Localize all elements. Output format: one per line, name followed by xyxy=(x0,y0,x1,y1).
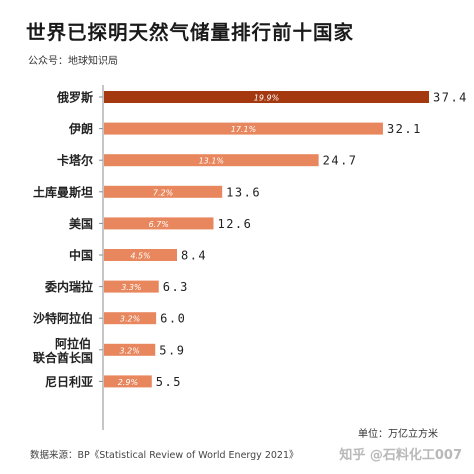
bar xyxy=(104,249,177,261)
value-label: 6.3 xyxy=(163,280,189,294)
value-label: 24.7 xyxy=(323,154,358,168)
share-label: 13.1% xyxy=(199,157,224,166)
source-note: 数据来源：BP《Statistical Review of World Ener… xyxy=(30,450,299,461)
category-label: 委内瑞拉 xyxy=(44,279,93,294)
share-label: 3.2% xyxy=(119,346,139,355)
category-label: 土库曼斯坦 xyxy=(33,184,93,199)
value-label: 5.9 xyxy=(159,343,185,357)
share-label: 4.5% xyxy=(130,252,150,261)
share-label: 19.9% xyxy=(254,94,279,103)
value-label: 8.4 xyxy=(181,249,207,263)
bar xyxy=(104,280,159,293)
bar xyxy=(104,217,214,230)
value-label: 5.5 xyxy=(156,375,182,389)
bar xyxy=(104,122,383,135)
bar xyxy=(104,375,152,388)
share-label: 3.3% xyxy=(121,283,141,292)
category-label: 美国 xyxy=(69,216,93,231)
value-label: 37.4 xyxy=(433,91,468,105)
value-label: 12.6 xyxy=(217,217,252,231)
bar xyxy=(104,185,223,198)
value-label: 13.6 xyxy=(226,185,261,199)
bar xyxy=(104,154,319,167)
category-label: 联合酋长国 xyxy=(33,350,93,365)
bar xyxy=(104,312,157,325)
category-label: 沙特阿拉伯 xyxy=(33,311,93,326)
category-label: 阿拉伯 xyxy=(55,336,91,351)
chart-title: 世界已探明天然气储量排行前十国家 xyxy=(26,21,355,44)
value-label: 6.0 xyxy=(160,312,186,326)
share-label: 2.9% xyxy=(118,378,138,387)
share-label: 7.2% xyxy=(153,188,173,197)
share-label: 6.7% xyxy=(149,220,169,229)
value-label: 32.1 xyxy=(387,122,422,136)
chart-subtitle: 公众号：地球知识局 xyxy=(28,56,118,67)
unit-label: 单位：万亿立方米 xyxy=(358,429,438,440)
category-label: 俄罗斯 xyxy=(56,90,93,105)
share-label: 3.2% xyxy=(120,315,140,324)
category-label: 伊朗 xyxy=(68,121,93,136)
bar xyxy=(104,343,156,356)
category-label: 卡塔尔 xyxy=(57,153,93,168)
bar xyxy=(104,91,429,103)
category-label: 尼日利亚 xyxy=(45,374,93,389)
category-label: 中国 xyxy=(69,248,93,263)
share-label: 17.1% xyxy=(231,125,256,134)
zhihu-watermark: 知乎 @石料化工007 xyxy=(339,448,462,463)
